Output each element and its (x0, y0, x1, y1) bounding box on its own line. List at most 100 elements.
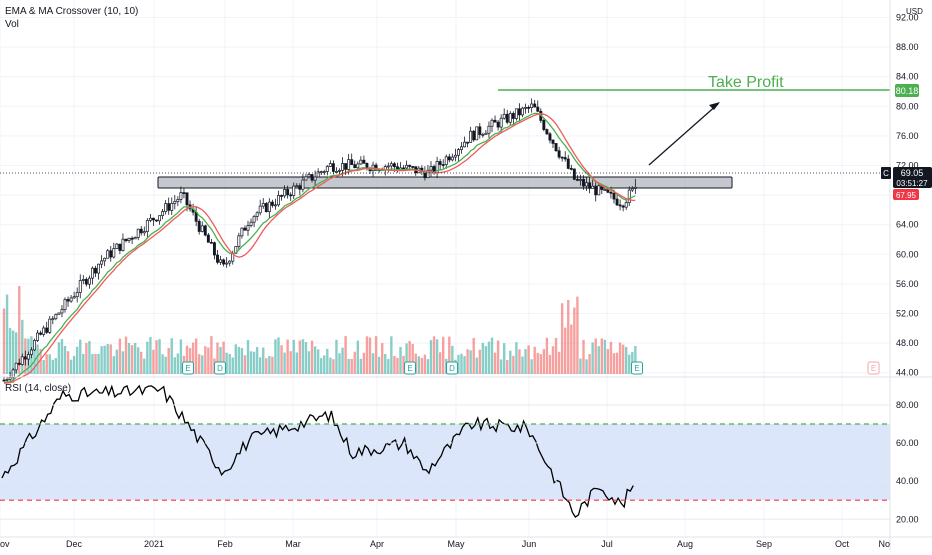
candle (301, 173, 305, 193)
volume-bar (146, 341, 149, 374)
volume-bar (460, 353, 463, 374)
volume-bar (527, 345, 530, 374)
price-tick-label: 92.00 (896, 13, 919, 23)
candle (536, 100, 540, 113)
volume-bar (85, 343, 88, 374)
volume-bar (551, 346, 555, 374)
candle (569, 164, 573, 171)
volume-bar (289, 351, 292, 374)
volume-bar (469, 350, 472, 374)
volume-bar (140, 351, 143, 374)
volume-bar (295, 352, 298, 374)
volume-bar (493, 352, 497, 374)
candle (475, 126, 479, 141)
volume-bar (271, 356, 274, 374)
candle (453, 148, 457, 162)
candle (466, 141, 470, 148)
volume-bar (130, 345, 134, 374)
candle (84, 277, 88, 287)
time-tick-label: 2021 (144, 539, 164, 549)
event-marker-future[interactable]: E (867, 361, 880, 375)
candle (179, 186, 183, 204)
volume-bar (442, 336, 445, 374)
candle (578, 174, 582, 186)
volume-bar (387, 358, 390, 374)
volume-bar (350, 358, 353, 374)
volume-bar (57, 342, 61, 374)
volume-bar (66, 351, 70, 374)
event-marker[interactable]: E (404, 361, 416, 375)
volume-bar (615, 352, 619, 374)
volume-bar (408, 340, 411, 374)
candle (170, 197, 174, 215)
volume-bar (338, 353, 341, 374)
volume-bar (390, 336, 393, 374)
volume-bar (533, 346, 536, 374)
candle (42, 325, 46, 337)
event-marker-label: E (407, 364, 412, 373)
candle (627, 186, 631, 206)
candle (264, 202, 268, 213)
rsi-tick-label: 80.00 (896, 400, 919, 410)
candle (630, 186, 634, 193)
candle (115, 242, 119, 249)
volume-bar (423, 354, 427, 374)
candle (575, 174, 579, 182)
volume-bar (503, 343, 506, 374)
volume-bar (576, 296, 579, 374)
rsi-axis[interactable]: 80.00 60.00 40.00 20.00 (0, 400, 919, 524)
volume-bar (487, 341, 491, 374)
candle (158, 215, 161, 225)
event-marker[interactable]: E (182, 361, 194, 375)
support-zone[interactable] (157, 176, 733, 189)
volume-bar (600, 338, 603, 374)
candle (45, 321, 49, 335)
candle (633, 178, 637, 195)
candle (197, 218, 201, 235)
volume-bar (313, 346, 317, 374)
candle (87, 275, 91, 289)
svg-text:67.95: 67.95 (896, 191, 917, 200)
rsi-line (1, 384, 634, 519)
volume-bar (432, 336, 436, 374)
volume-bar (45, 354, 48, 374)
candle (460, 142, 463, 154)
volume-bar (341, 347, 344, 374)
volume-bar (438, 352, 442, 374)
volume-bar (594, 338, 597, 374)
time-axis[interactable]: ov Dec 2021 Feb Mar Apr May Jun Jul Aug Sep Oct No (0, 539, 890, 549)
candle (252, 214, 256, 228)
candle (139, 226, 143, 236)
candle (118, 243, 122, 255)
volume-bar (11, 330, 15, 374)
candle (386, 162, 390, 173)
volume-bar (167, 347, 170, 374)
candle (136, 228, 140, 241)
volume-bar (399, 346, 402, 374)
volume-bar (536, 352, 539, 374)
candle (90, 266, 94, 285)
volume-bar (246, 339, 250, 374)
volume-bar (286, 339, 289, 374)
event-marker[interactable]: D (214, 361, 226, 375)
volume-bar (606, 349, 610, 374)
volume-bar (557, 351, 561, 374)
candle (588, 176, 592, 194)
currency-label: USD (906, 7, 923, 16)
volume-bar (298, 340, 302, 374)
event-marker[interactable]: D (446, 361, 458, 375)
candle (356, 161, 360, 170)
candle (222, 258, 226, 267)
candle (447, 153, 451, 163)
event-marker[interactable]: E (631, 361, 643, 375)
candle (176, 196, 180, 207)
volume-bar (554, 337, 558, 374)
volume-bar (524, 349, 527, 374)
candle-series (2, 98, 637, 384)
volume-bar (304, 342, 308, 374)
volume-bar (481, 342, 485, 374)
volume-bar (48, 354, 51, 374)
